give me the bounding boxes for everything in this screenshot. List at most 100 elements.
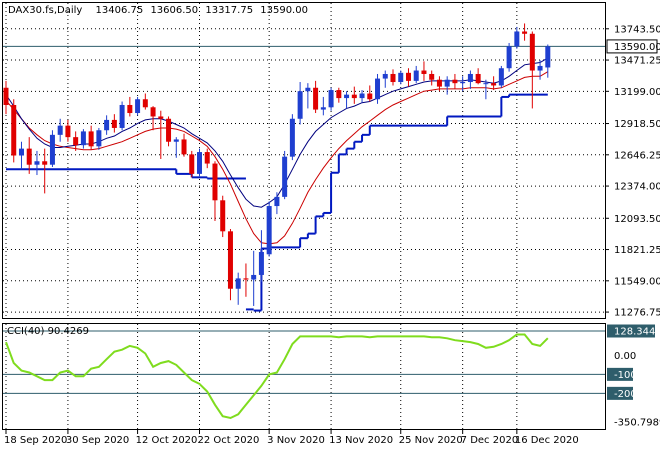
candle-body — [498, 68, 504, 86]
price-tick-label: 13471.25 — [614, 56, 660, 67]
candle-body — [65, 125, 71, 138]
candle — [297, 82, 303, 125]
candle — [328, 87, 334, 111]
candle — [413, 65, 419, 84]
candle-body — [313, 87, 319, 110]
candle-body — [467, 73, 473, 83]
candle-body — [119, 104, 125, 128]
candle-body — [3, 87, 9, 105]
candle-body — [506, 46, 512, 69]
candle — [359, 90, 365, 103]
candle-body — [88, 131, 94, 147]
candle-body — [282, 156, 288, 197]
candle-body — [135, 99, 141, 114]
candle-body — [235, 278, 241, 289]
date-tick-label: 18 Sep 2020 — [4, 435, 67, 446]
open-value: 13406.75 — [96, 5, 144, 16]
price-tick-label: 11821.25 — [614, 245, 660, 256]
candle — [506, 42, 512, 72]
candle — [514, 26, 520, 49]
candle-body — [181, 139, 187, 155]
chart-header: DAX30.fs,Daily 13406.75 13606.50 13317.7… — [8, 5, 308, 16]
candle — [452, 73, 458, 89]
candle — [212, 161, 218, 221]
cci-tick-label: -200 — [614, 389, 637, 400]
price-tick-label: 12374.00 — [614, 182, 660, 193]
candle — [227, 229, 233, 301]
candle-body — [189, 154, 195, 174]
candle — [158, 110, 164, 159]
candles — [3, 23, 551, 306]
candle — [475, 68, 481, 85]
candle — [282, 150, 288, 200]
price-tick-label: 13743.50 — [614, 24, 660, 35]
price-tick-label: 13199.00 — [614, 87, 660, 98]
price-tick-label: 12093.50 — [614, 214, 660, 225]
candle-body — [491, 83, 497, 86]
cci-grid — [3, 324, 605, 429]
price-panel-frame — [2, 2, 606, 319]
price-tick-label: 12646.25 — [614, 150, 660, 161]
cci-level-tag — [607, 386, 633, 400]
candle-body — [127, 104, 133, 114]
candle — [235, 272, 241, 305]
candle-body — [297, 91, 303, 119]
candle-body — [173, 139, 179, 142]
cci-tick-label: 0.00 — [614, 351, 636, 362]
candle-body — [537, 65, 543, 71]
candle-body — [212, 163, 218, 201]
candle — [11, 99, 17, 163]
candle-body — [344, 94, 350, 99]
candle-body — [475, 73, 481, 84]
candle-body — [104, 119, 110, 131]
candle — [375, 73, 381, 104]
cci-tick-label: -350.7989 — [614, 418, 660, 429]
candle-body — [483, 83, 489, 85]
slow-ma-line — [5, 71, 549, 245]
cci-axis: 128.3441 0.00 -100 -200 -350.7989 — [607, 324, 660, 429]
candle-body — [142, 99, 148, 108]
candle — [444, 76, 450, 95]
candle — [491, 76, 497, 91]
candle-body — [158, 116, 164, 119]
candle — [197, 148, 202, 177]
candle-body — [243, 278, 249, 280]
candle — [181, 133, 187, 157]
cci-tick-label: -100 — [614, 370, 637, 381]
low-value: 13317.75 — [205, 5, 253, 16]
candle-body — [436, 79, 442, 87]
candle-body — [227, 231, 233, 289]
candle — [57, 118, 63, 142]
candle-body — [42, 161, 48, 165]
high-value: 13606.50 — [150, 5, 198, 16]
candle — [111, 114, 117, 133]
candle — [537, 60, 543, 80]
candle-body — [359, 93, 365, 99]
candle — [127, 96, 133, 117]
current-price-tag — [606, 39, 658, 54]
date-tick-label: 13 Nov 2020 — [329, 435, 393, 446]
candle-body — [320, 107, 326, 110]
candle-body — [26, 148, 32, 165]
candle — [18, 141, 24, 170]
candle — [289, 114, 295, 161]
candle — [251, 250, 257, 306]
candle — [119, 101, 125, 131]
candle — [3, 80, 9, 115]
candle-body — [258, 251, 264, 275]
candle — [498, 65, 504, 88]
candle-body — [34, 161, 40, 165]
candle-body — [522, 31, 528, 34]
candle — [88, 125, 94, 150]
candle — [173, 137, 179, 158]
candle-body — [111, 119, 117, 128]
candle-body — [49, 134, 55, 165]
candle-body — [336, 90, 342, 99]
candle-body — [367, 93, 373, 100]
candle — [26, 137, 32, 174]
candle-body — [514, 31, 520, 47]
date-tick-label: 16 Dec 2020 — [515, 435, 579, 446]
candle — [529, 31, 535, 109]
